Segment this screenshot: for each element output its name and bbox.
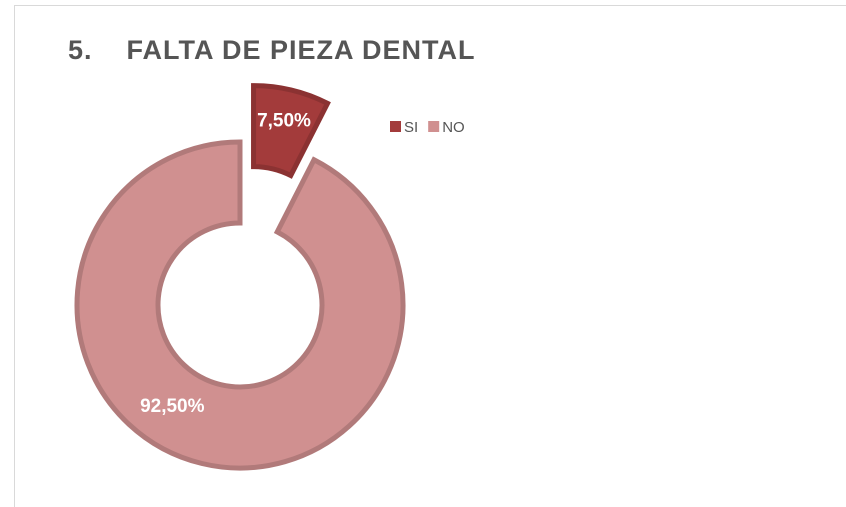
- chart-title: 5. FALTA DE PIEZA DENTAL: [68, 35, 476, 65]
- legend-label: SI: [404, 119, 418, 136]
- legend-swatch: [390, 121, 401, 132]
- donut-slice: [251, 83, 331, 179]
- legend-label: NO: [442, 119, 465, 136]
- value-label: 7,50%: [257, 111, 311, 132]
- value-label: 92,50%: [140, 396, 205, 417]
- legend-swatch: [428, 121, 440, 132]
- donut-slice: [74, 139, 406, 471]
